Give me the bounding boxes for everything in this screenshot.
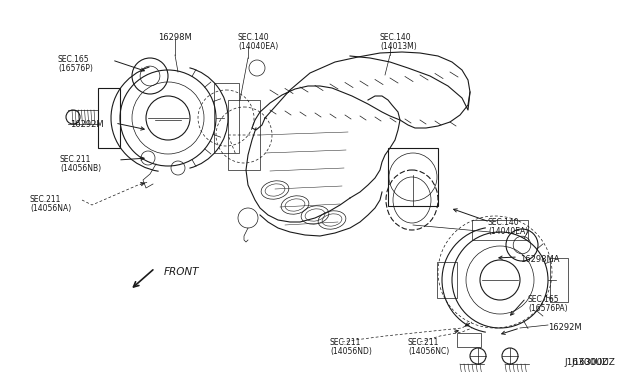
Bar (214, 83, 239, 153)
Text: SEC.211: SEC.211 (60, 155, 92, 164)
Text: SEC.211: SEC.211 (330, 338, 362, 347)
Text: FRONT: FRONT (164, 267, 200, 277)
Bar (98, 88, 120, 148)
Text: (14040EA): (14040EA) (488, 227, 528, 236)
Bar (437, 262, 457, 298)
Text: SEC.211: SEC.211 (408, 338, 440, 347)
Text: 16292M: 16292M (70, 120, 104, 129)
Text: (14056ND): (14056ND) (330, 347, 372, 356)
Bar (472, 220, 528, 240)
Text: SEC.211: SEC.211 (30, 195, 61, 204)
Text: 16292M: 16292M (548, 323, 582, 332)
Bar (388, 148, 438, 206)
Text: (16576PA): (16576PA) (528, 304, 568, 313)
Text: J16300UZ: J16300UZ (564, 358, 608, 367)
Bar (550, 258, 568, 302)
Bar (457, 333, 481, 347)
Bar (228, 100, 260, 170)
Text: (14013M): (14013M) (380, 42, 417, 51)
Text: (16576P): (16576P) (58, 64, 93, 73)
Text: (14056NA): (14056NA) (30, 204, 71, 213)
Text: SEC.140: SEC.140 (380, 33, 412, 42)
Text: SEC.140: SEC.140 (488, 218, 520, 227)
Text: 16298M: 16298M (158, 33, 192, 42)
Text: SEC.165: SEC.165 (58, 55, 90, 64)
Text: SEC.165: SEC.165 (528, 295, 559, 304)
Text: J16300UZ: J16300UZ (571, 358, 615, 367)
Text: (14056NC): (14056NC) (408, 347, 449, 356)
Text: SEC.140: SEC.140 (238, 33, 269, 42)
Text: (14056NB): (14056NB) (60, 164, 101, 173)
Text: 16298MA: 16298MA (520, 255, 559, 264)
Text: (14040EA): (14040EA) (238, 42, 278, 51)
